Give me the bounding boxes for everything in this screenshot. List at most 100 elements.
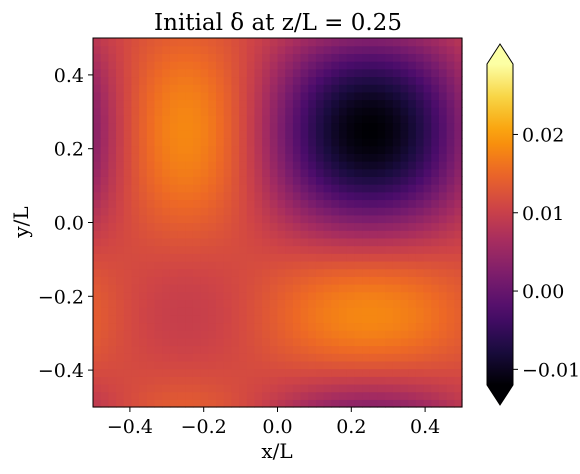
heatmap-cell — [454, 184, 463, 193]
heatmap-cell — [323, 84, 332, 93]
heatmap-cell — [154, 299, 163, 308]
heatmap-cell — [346, 207, 355, 216]
heatmap-cell — [285, 360, 294, 370]
heatmap-cell — [331, 184, 340, 193]
heatmap-cell — [254, 68, 263, 78]
heatmap-cell — [216, 237, 225, 247]
heatmap-cell — [131, 99, 140, 108]
heatmap-cell — [139, 276, 148, 285]
heatmap-cell — [308, 137, 317, 147]
heatmap-cell — [415, 245, 425, 254]
heatmap-cell — [223, 199, 232, 208]
heatmap-cell — [169, 107, 179, 116]
heatmap-cell — [262, 161, 271, 170]
heatmap-cell — [146, 376, 156, 385]
heatmap-cell — [285, 122, 294, 131]
heatmap-cell — [331, 38, 340, 47]
heatmap-cell — [262, 314, 271, 324]
heatmap-cell — [300, 61, 309, 70]
heatmap-cell — [231, 191, 240, 201]
heatmap-cell — [277, 114, 286, 124]
heatmap-cell — [269, 53, 279, 62]
heatmap-cell — [415, 391, 425, 400]
heatmap-cell — [269, 337, 279, 347]
heatmap-cell — [385, 199, 394, 208]
heatmap-cell — [415, 176, 425, 185]
heatmap-cell — [177, 184, 186, 193]
heatmap-cell — [192, 76, 202, 85]
heatmap-cell — [131, 53, 140, 62]
heatmap-cell — [385, 207, 394, 216]
heatmap-cell — [377, 399, 386, 408]
heatmap-cell — [362, 91, 371, 101]
heatmap-cell — [162, 76, 171, 85]
heatmap-cell — [200, 237, 209, 247]
heatmap-cell — [308, 207, 317, 216]
heatmap-cell — [185, 161, 194, 170]
heatmap-cell — [262, 38, 271, 47]
heatmap-cell — [131, 322, 140, 331]
heatmap-cell — [239, 107, 248, 116]
heatmap-cell — [423, 76, 432, 85]
heatmap-cell — [362, 337, 371, 347]
heatmap-cell — [146, 145, 156, 154]
heatmap-cell — [177, 307, 186, 316]
heatmap-cell — [262, 214, 271, 224]
heatmap-cell — [262, 168, 271, 177]
heatmap-cell — [231, 161, 240, 170]
heatmap-cell — [315, 168, 325, 177]
heatmap-cell — [200, 330, 209, 339]
heatmap-cell — [131, 114, 140, 124]
heatmap-cell — [254, 260, 263, 270]
heatmap-cell — [262, 153, 271, 162]
heatmap-cell — [346, 114, 355, 124]
heatmap-cell — [339, 130, 348, 139]
heatmap-cell — [239, 53, 248, 62]
heatmap-cell — [246, 253, 256, 262]
heatmap-cell — [108, 191, 117, 201]
heatmap-cell — [123, 391, 133, 400]
heatmap-cell — [300, 360, 309, 370]
heatmap-cell — [377, 237, 386, 247]
heatmap-cell — [239, 199, 248, 208]
heatmap-cell — [315, 337, 325, 347]
heatmap-cell — [146, 337, 156, 347]
heatmap-cell — [116, 284, 125, 293]
heatmap-cell — [239, 145, 248, 154]
heatmap-cell — [208, 207, 217, 216]
heatmap-cell — [131, 130, 140, 139]
heatmap-cell — [446, 245, 455, 254]
heatmap-cell — [154, 99, 163, 108]
heatmap-cell — [300, 153, 309, 162]
heatmap-cell — [162, 314, 171, 324]
heatmap-cell — [123, 38, 133, 47]
heatmap-cell — [308, 276, 317, 285]
heatmap-cell — [431, 153, 440, 162]
heatmap-cell — [354, 61, 363, 70]
heatmap-cell — [208, 184, 217, 193]
heatmap-cell — [331, 276, 340, 285]
heatmap-cell — [146, 322, 156, 331]
heatmap-cell — [154, 276, 163, 285]
heatmap-cell — [454, 237, 463, 247]
heatmap-cell — [93, 168, 102, 177]
heatmap-cell — [285, 76, 294, 85]
heatmap-cell — [385, 253, 394, 262]
heatmap-cell — [385, 330, 394, 339]
heatmap-cell — [415, 222, 425, 231]
heatmap-cell — [100, 191, 109, 201]
heatmap-cell — [392, 376, 402, 385]
heatmap-cell — [208, 284, 217, 293]
heatmap-cell — [346, 230, 355, 239]
heatmap-cell — [292, 268, 302, 277]
heatmap-cell — [285, 199, 294, 208]
heatmap-cell — [400, 199, 409, 208]
heatmap-cell — [392, 260, 402, 270]
heatmap-cell — [216, 307, 225, 316]
heatmap-cell — [454, 299, 463, 308]
heatmap-cell — [192, 145, 202, 154]
heatmap-cell — [369, 68, 379, 78]
heatmap-cell — [269, 191, 279, 201]
heatmap-cell — [169, 314, 179, 324]
heatmap-cell — [339, 230, 348, 239]
